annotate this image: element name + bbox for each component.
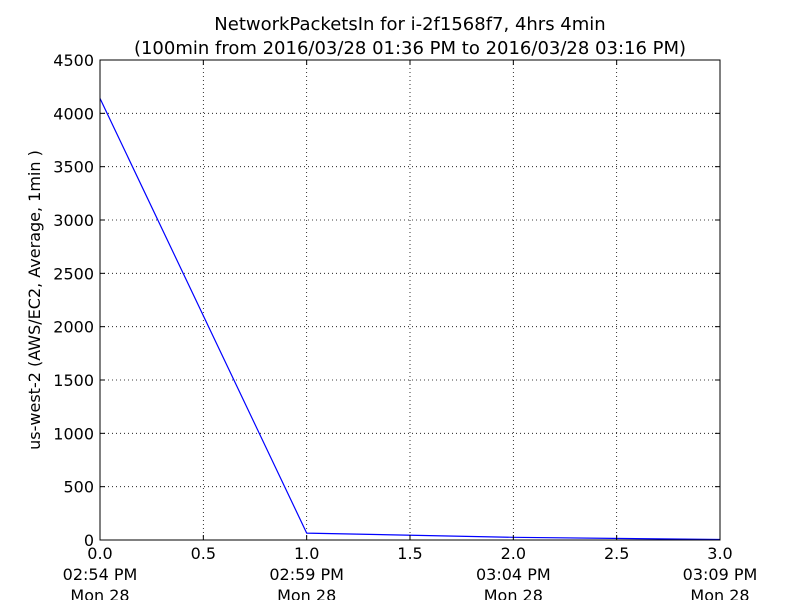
x-tick-label: 0.0 [87, 544, 112, 563]
x-tick-time-label: 02:59 PM [269, 565, 344, 584]
y-tick-label: 4500 [53, 51, 94, 70]
x-tick-label: 0.5 [191, 544, 216, 563]
x-tick-label: 1.0 [294, 544, 319, 563]
y-tick-label: 500 [63, 478, 94, 497]
x-tick-time-label: 03:04 PM [476, 565, 551, 584]
x-tick-day-label: Mon 28 [690, 586, 749, 600]
y-axis-label: us-west-2 (AWS/EC2, Average, 1min ) [25, 150, 44, 450]
y-tick-label: 3500 [53, 158, 94, 177]
y-tick-label: 1000 [53, 424, 94, 443]
x-tick-day-label: Mon 28 [484, 586, 543, 600]
x-tick-time-label: 03:09 PM [683, 565, 758, 584]
y-tick-label: 4000 [53, 104, 94, 123]
chart-subtitle: (100min from 2016/03/28 01:36 PM to 2016… [134, 38, 686, 59]
x-tick-day-label: Mon 28 [277, 586, 336, 600]
y-tick-label: 2000 [53, 318, 94, 337]
y-tick-label: 3000 [53, 211, 94, 230]
y-tick-label: 0 [84, 531, 94, 550]
x-tick-day-label: Mon 28 [70, 586, 129, 600]
y-tick-label: 1500 [53, 371, 94, 390]
y-tick-label: 2500 [53, 264, 94, 283]
x-tick-label: 2.5 [604, 544, 629, 563]
ticks: 0 500 1000 1500 2000 2500 3000 3500 4000 4500 0.0 0… [53, 51, 757, 600]
x-tick-label: 1.5 [397, 544, 422, 563]
x-tick-label: 2.0 [501, 544, 526, 563]
chart-title: NetworkPacketsIn for i-2f1568f7, 4hrs 4m… [214, 14, 605, 35]
x-tick-time-label: 02:54 PM [63, 565, 138, 584]
grid [100, 60, 720, 540]
x-tick-label: 3.0 [707, 544, 732, 563]
